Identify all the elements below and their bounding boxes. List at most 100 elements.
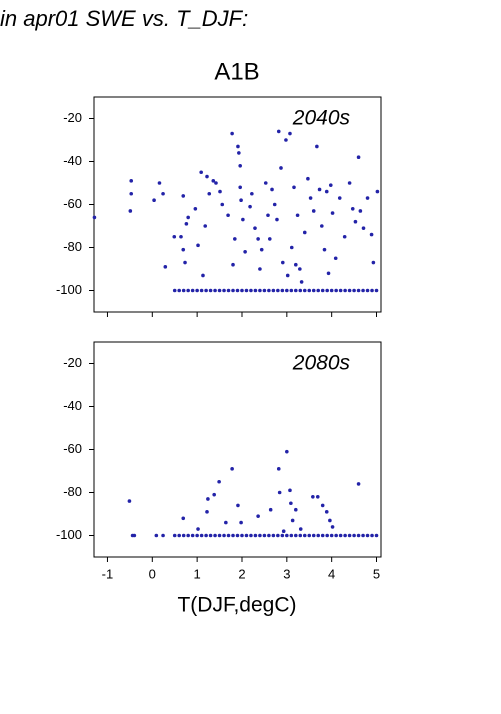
x-tick-label: 2 bbox=[238, 566, 245, 581]
point bbox=[206, 497, 210, 501]
point bbox=[307, 288, 312, 293]
point bbox=[285, 273, 290, 278]
point bbox=[238, 164, 242, 168]
point bbox=[268, 507, 273, 512]
point bbox=[193, 207, 198, 211]
point bbox=[222, 288, 226, 293]
x-tick-label: 5 bbox=[373, 566, 380, 581]
point bbox=[244, 288, 249, 293]
point bbox=[177, 288, 182, 293]
point bbox=[208, 533, 213, 538]
point bbox=[352, 288, 356, 293]
point bbox=[320, 503, 325, 508]
point bbox=[280, 288, 285, 293]
point bbox=[249, 533, 253, 538]
point bbox=[212, 492, 216, 497]
point bbox=[266, 213, 270, 218]
x-tick-label: 0 bbox=[149, 566, 156, 581]
point bbox=[238, 185, 242, 190]
point bbox=[163, 265, 168, 269]
point bbox=[211, 179, 216, 183]
point bbox=[285, 449, 289, 454]
point bbox=[285, 288, 289, 293]
point bbox=[226, 213, 230, 218]
point bbox=[370, 533, 374, 538]
point bbox=[375, 189, 380, 194]
point bbox=[356, 482, 361, 486]
point bbox=[330, 525, 335, 529]
point bbox=[253, 288, 258, 293]
point bbox=[353, 219, 358, 224]
point bbox=[243, 250, 247, 254]
y-tick-label: -60 bbox=[63, 441, 82, 456]
point bbox=[195, 288, 199, 293]
point bbox=[129, 179, 134, 183]
point bbox=[298, 527, 303, 531]
point bbox=[358, 209, 363, 213]
point bbox=[276, 129, 281, 134]
y-tick-label: -20 bbox=[63, 355, 82, 370]
point bbox=[172, 533, 177, 538]
point bbox=[184, 222, 189, 226]
point bbox=[132, 533, 137, 538]
point bbox=[289, 288, 294, 293]
point bbox=[217, 533, 222, 538]
point bbox=[244, 533, 249, 538]
point bbox=[190, 288, 195, 293]
point bbox=[235, 288, 240, 293]
point bbox=[298, 267, 302, 271]
point bbox=[361, 226, 366, 230]
point bbox=[276, 288, 280, 293]
point bbox=[276, 467, 281, 471]
point bbox=[239, 198, 243, 202]
point bbox=[201, 273, 205, 278]
point bbox=[299, 280, 304, 284]
point bbox=[288, 488, 292, 493]
point bbox=[236, 503, 240, 508]
point bbox=[230, 131, 234, 136]
point bbox=[152, 198, 156, 202]
point bbox=[181, 194, 186, 198]
point bbox=[307, 533, 312, 538]
point bbox=[258, 267, 262, 271]
point bbox=[280, 260, 285, 265]
point bbox=[270, 187, 274, 192]
point bbox=[161, 191, 165, 196]
point bbox=[292, 185, 296, 190]
point bbox=[235, 533, 240, 538]
point bbox=[325, 288, 329, 293]
point bbox=[213, 533, 217, 538]
point bbox=[361, 288, 365, 293]
point bbox=[333, 256, 338, 261]
point bbox=[177, 533, 182, 538]
point bbox=[329, 533, 334, 538]
point bbox=[240, 533, 244, 538]
point bbox=[295, 213, 300, 218]
point bbox=[199, 533, 204, 538]
point bbox=[207, 191, 212, 196]
point bbox=[293, 533, 298, 538]
point bbox=[328, 183, 333, 187]
point bbox=[190, 533, 195, 538]
point bbox=[195, 533, 199, 538]
point bbox=[271, 533, 276, 538]
point bbox=[217, 288, 222, 293]
point bbox=[181, 516, 186, 521]
point bbox=[311, 288, 316, 293]
point bbox=[183, 260, 187, 265]
point bbox=[334, 533, 338, 538]
point bbox=[279, 166, 283, 170]
point bbox=[226, 533, 231, 538]
point bbox=[259, 247, 264, 252]
point bbox=[230, 467, 234, 471]
point bbox=[253, 533, 258, 538]
point bbox=[224, 520, 228, 525]
point bbox=[350, 207, 355, 211]
point bbox=[324, 510, 329, 514]
point bbox=[289, 533, 294, 538]
point bbox=[249, 288, 253, 293]
point bbox=[220, 202, 225, 207]
point bbox=[157, 181, 162, 185]
point bbox=[343, 288, 347, 293]
point bbox=[298, 288, 303, 293]
